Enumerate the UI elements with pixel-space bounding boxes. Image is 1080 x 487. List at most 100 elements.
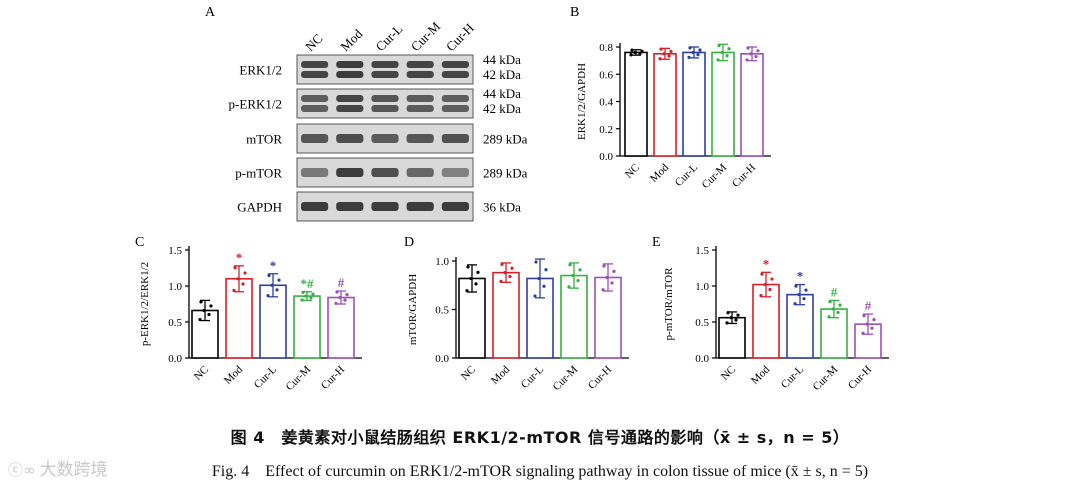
data-point-cur-l bbox=[277, 278, 281, 282]
data-point-cur-h bbox=[610, 281, 614, 285]
data-point-cur-l bbox=[794, 284, 798, 288]
data-point-cur-l bbox=[793, 302, 797, 306]
data-point-cur-h bbox=[601, 288, 605, 292]
data-point-nc bbox=[207, 312, 211, 317]
x-tick-label-cur-h: Cur-H bbox=[846, 364, 874, 392]
data-point-cur-h bbox=[861, 331, 865, 335]
blot-band-upper bbox=[301, 95, 329, 102]
data-point-cur-m bbox=[571, 273, 575, 278]
bar-nc bbox=[718, 316, 746, 359]
data-point-cur-l bbox=[544, 268, 548, 272]
significance-mark-cur-l: * bbox=[797, 269, 804, 284]
data-point-nc bbox=[209, 304, 213, 308]
data-point-cur-h bbox=[612, 269, 616, 273]
x-tick-label-nc: NC bbox=[192, 364, 211, 383]
data-point-cur-l bbox=[266, 294, 270, 298]
blot-row-p-mtor: p-mTOR 289 kDa bbox=[235, 157, 528, 188]
data-point-cur-m bbox=[838, 303, 842, 307]
data-point-mod bbox=[500, 262, 504, 266]
x-tick-label-nc: NC bbox=[459, 364, 478, 383]
blot-protein-label: p-ERK1/2 bbox=[229, 97, 282, 112]
blot-band-lower bbox=[406, 105, 434, 112]
figure-caption-english: Fig. 4 Effect of curcumin on ERK1/2-mTOR… bbox=[211, 463, 869, 480]
data-point-cur-l bbox=[698, 48, 702, 52]
y-tick-label: 0.0 bbox=[168, 353, 182, 365]
figure-caption-chinese: 图 4 姜黄素对小鼠结肠组织 ERK1/2-mTOR 信号通路的影响（x̄ ± … bbox=[230, 428, 850, 447]
panel-d-chart: 0.0 0.5 1.0 mTOR/GAPDH NC Mod Cur-L Cur-M Cur-H bbox=[407, 256, 629, 393]
data-point-cur-m bbox=[567, 285, 571, 289]
blot-band-upper bbox=[336, 95, 364, 102]
y-axis-title: p-ERK1/2/ERK1/2 bbox=[139, 262, 151, 346]
panel-e-chart: 0.0 0.5 1.0 1.5 p-mTOR/mTOR NC * Mod * Cur-L # Cur-… bbox=[663, 245, 889, 393]
data-point-cur-l bbox=[691, 50, 695, 55]
blot-band-upper bbox=[406, 61, 434, 68]
watermark-logo-icon: ⓒ∞ bbox=[8, 461, 36, 479]
bar-mod bbox=[653, 53, 677, 157]
blot-lane-label-cur-m: Cur-M bbox=[408, 18, 444, 54]
data-point-cur-l bbox=[270, 283, 274, 287]
bar-cur-m bbox=[293, 295, 321, 359]
bar-cur-h bbox=[740, 53, 764, 157]
data-point-nc bbox=[638, 51, 642, 56]
x-tick-label-cur-m: Cur-M bbox=[284, 363, 314, 393]
data-point-cur-m bbox=[578, 268, 582, 272]
blot-band bbox=[406, 168, 434, 177]
data-point-cur-h bbox=[343, 298, 347, 302]
data-point-cur-h bbox=[602, 264, 606, 268]
y-axis-title: p-mTOR/mTOR bbox=[663, 267, 675, 341]
data-point-cur-m bbox=[304, 294, 308, 298]
data-point-cur-m bbox=[836, 310, 840, 315]
bar-mod bbox=[492, 271, 520, 359]
blot-mw-label: 289 kDa bbox=[483, 132, 528, 147]
data-point-mod bbox=[667, 54, 671, 58]
blot-lane-label-mod: Mod bbox=[337, 26, 365, 54]
blot-protein-label: ERK1/2 bbox=[239, 63, 282, 78]
x-tick-label-cur-l: Cur-L bbox=[779, 363, 807, 391]
blot-row-gapdh: GAPDH 36 kDa bbox=[237, 191, 521, 222]
y-tick-label: 0.0 bbox=[435, 353, 449, 365]
x-tick-label-cur-m: Cur-M bbox=[700, 161, 730, 191]
x-tick-label-cur-m: Cur-M bbox=[551, 363, 581, 393]
data-point-mod bbox=[236, 277, 240, 281]
panel-e-letter: E bbox=[652, 235, 661, 250]
data-point-cur-h bbox=[334, 301, 338, 305]
data-point-nc bbox=[629, 53, 633, 57]
data-point-nc bbox=[202, 308, 206, 313]
blot-band-upper bbox=[441, 95, 469, 102]
data-point-cur-m bbox=[568, 263, 572, 267]
blot-protein-label: p-mTOR bbox=[235, 166, 282, 181]
data-point-cur-m bbox=[309, 296, 313, 300]
y-tick-label: 1.0 bbox=[695, 281, 709, 293]
blot-band-lower bbox=[441, 105, 469, 112]
data-point-mod bbox=[768, 287, 772, 292]
data-point-cur-l bbox=[696, 53, 700, 57]
data-point-cur-m bbox=[717, 43, 721, 48]
watermark-text: 大数跨境 bbox=[39, 460, 108, 480]
x-tick-label-nc: NC bbox=[623, 162, 642, 181]
blot-band-upper bbox=[336, 61, 364, 68]
x-tick-label-cur-h: Cur-H bbox=[730, 162, 758, 190]
blot-band bbox=[371, 168, 399, 177]
blot-band bbox=[441, 202, 469, 211]
data-point-nc bbox=[736, 313, 740, 317]
blot-band bbox=[301, 202, 329, 211]
data-point-cur-l bbox=[688, 46, 692, 50]
data-point-cur-m bbox=[576, 278, 580, 283]
data-point-nc bbox=[640, 49, 644, 53]
data-point-cur-h bbox=[745, 58, 749, 62]
data-point-cur-l bbox=[275, 288, 279, 292]
blot-band bbox=[406, 202, 434, 211]
data-point-cur-l bbox=[804, 288, 808, 292]
data-point-cur-m bbox=[716, 58, 720, 62]
blot-band bbox=[301, 134, 329, 143]
x-tick-label-mod: Mod bbox=[648, 161, 672, 185]
y-tick-label: 1.0 bbox=[168, 281, 182, 293]
data-point-cur-h bbox=[749, 52, 753, 56]
data-point-cur-l bbox=[537, 276, 541, 281]
y-tick-label: 0.0 bbox=[695, 353, 709, 365]
data-point-mod bbox=[241, 282, 245, 286]
data-point-cur-h bbox=[870, 326, 874, 330]
blot-band-lower bbox=[371, 105, 399, 112]
